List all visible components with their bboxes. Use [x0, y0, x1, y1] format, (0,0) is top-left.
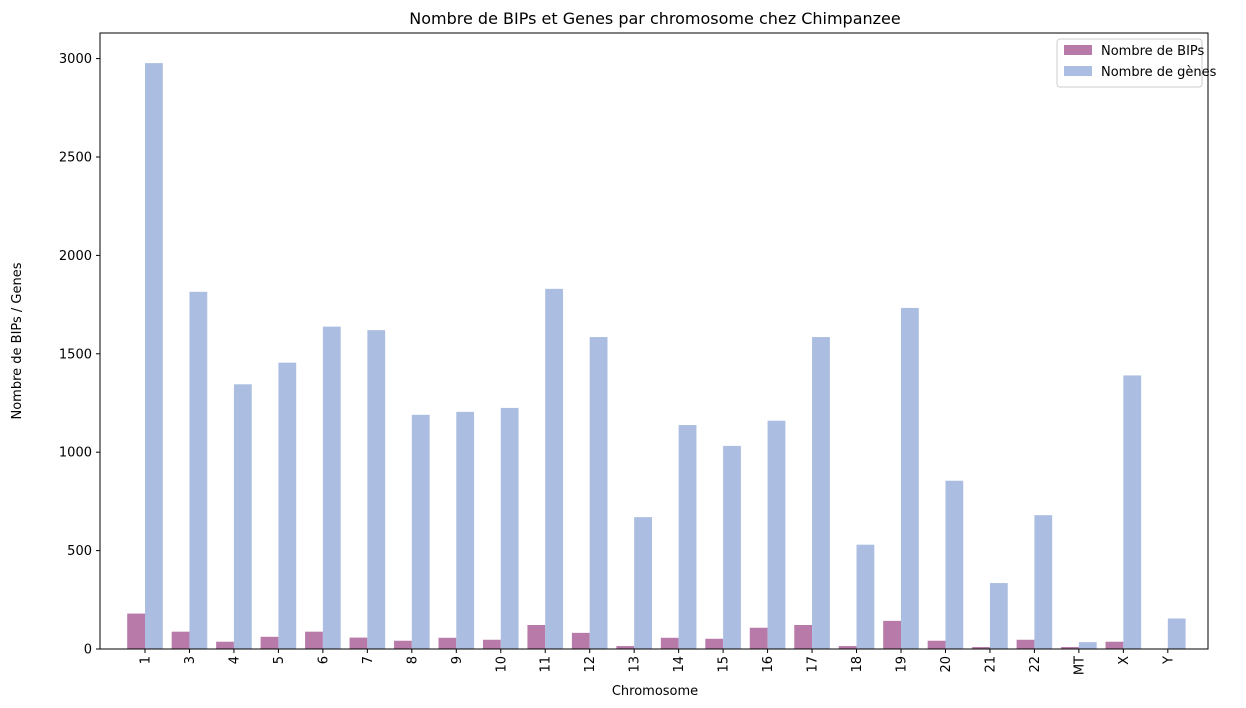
legend-swatch-genes: [1064, 66, 1092, 76]
bar-bips-5: [260, 636, 279, 649]
bar-genes-10: [500, 407, 519, 649]
bar-bips-1: [127, 613, 145, 649]
bar-bips-13: [616, 646, 635, 649]
x-tick-label: 6: [316, 656, 331, 664]
bar-bips-21: [972, 647, 990, 649]
x-tick-label: 9: [450, 656, 465, 664]
bar-bips-MT: [1061, 647, 1079, 649]
bar-bips-10: [482, 639, 501, 649]
x-tick-label: 22: [1028, 656, 1043, 673]
x-tick-label: 18: [850, 656, 865, 673]
bar-genes-MT: [1078, 642, 1097, 649]
bar-genes-19: [900, 307, 919, 649]
bar-bips-7: [349, 637, 368, 649]
legend-swatch-bips: [1064, 45, 1092, 55]
bar-bips-4: [216, 641, 234, 649]
bar-genes-X: [1123, 375, 1142, 649]
x-tick-label: 19: [894, 656, 909, 673]
y-ticks: 0 500 1000 1500 2000 2500 3000: [59, 52, 100, 658]
legend-label-bips: Nombre de BIPs: [1101, 44, 1205, 59]
legend-box: [1056, 38, 1203, 88]
y-tick-label: 1500: [59, 347, 92, 362]
bar-bips-20: [927, 640, 946, 649]
bar-genes-9: [456, 411, 475, 649]
x-tick-label: 20: [939, 656, 954, 673]
x-tick-label: 16: [761, 656, 776, 673]
bar-bips-11: [527, 624, 546, 649]
bar-genes-6: [322, 326, 341, 649]
bar-genes-8: [411, 414, 430, 649]
y-tick-label: 3000: [59, 52, 92, 67]
bar-genes-14: [678, 425, 697, 649]
axes-layer: [99, 32, 1209, 650]
x-tick-label: X: [1117, 656, 1132, 665]
x-axis-label: Chromosome: [612, 684, 698, 699]
bar-genes-1: [145, 63, 163, 650]
plot-frame: [99, 32, 1209, 650]
bar-bips-17: [794, 624, 813, 649]
bar-bips-19: [883, 620, 901, 649]
bar-genes-12: [589, 337, 608, 649]
x-tick-label: 14: [672, 656, 687, 673]
x-tick-label: 1: [139, 656, 154, 664]
bar-bips-22: [1016, 639, 1035, 649]
bar-bips-14: [660, 637, 679, 649]
y-tick-label: 2500: [59, 150, 92, 165]
x-tick-label: 10: [494, 656, 509, 673]
bar-bips-3: [171, 631, 190, 649]
y-tick-label: 2000: [59, 249, 92, 264]
bar-genes-17: [812, 337, 830, 649]
bar-bips-15: [705, 638, 724, 649]
x-tick-label: MT: [1072, 656, 1087, 675]
y-axis-label: Nombre de BIPs / Genes: [10, 262, 25, 419]
x-tick-label: 21: [983, 656, 998, 673]
bar-genes-20: [945, 480, 964, 649]
legend: Nombre de BIPs Nombre de gènes: [1056, 38, 1217, 88]
x-tick-label: 13: [628, 656, 643, 673]
bar-bips-16: [749, 627, 768, 649]
bar-genes-13: [634, 517, 652, 649]
x-tick-label: 11: [539, 656, 554, 673]
y-tick-label: 1000: [59, 446, 92, 461]
x-tick-label: Y: [1161, 656, 1176, 665]
legend-label-genes: Nombre de gènes: [1101, 65, 1217, 80]
y-tick-label: 500: [67, 544, 92, 559]
bar-genes-22: [1034, 515, 1053, 649]
bars-layer: [127, 63, 1186, 650]
y-tick-label: 0: [84, 643, 92, 658]
x-tick-label: 15: [717, 656, 732, 673]
bar-genes-3: [189, 291, 208, 649]
bar-genes-18: [856, 544, 875, 649]
bar-genes-Y: [1167, 618, 1186, 649]
bar-genes-7: [367, 330, 386, 649]
bar-genes-4: [233, 384, 252, 649]
x-tick-label: 7: [361, 656, 376, 664]
bar-genes-11: [545, 288, 564, 649]
bar-bips-18: [838, 646, 857, 649]
x-tick-label: 4: [227, 656, 242, 664]
bar-bips-8: [394, 640, 412, 649]
bar-genes-21: [989, 583, 1008, 649]
bar-genes-5: [278, 362, 297, 649]
x-tick-label: 12: [583, 656, 598, 673]
x-ticks: 1 3 4 5 6 7 8 9 10 11 12 13 14 15 16 17 18 19 20 21 22 MT X Y: [139, 649, 1176, 675]
x-tick-label: 3: [183, 656, 198, 664]
x-tick-label: 17: [806, 656, 821, 673]
chart-title: Nombre de BIPs et Genes par chromosome c…: [409, 9, 900, 28]
bar-bips-6: [305, 631, 323, 649]
bar-genes-16: [767, 420, 786, 649]
bar-bips-9: [438, 637, 457, 649]
x-tick-label: 8: [405, 656, 420, 664]
bar-bips-X: [1105, 641, 1124, 649]
x-tick-label: 5: [272, 656, 287, 664]
bar-bips-12: [571, 632, 590, 649]
bar-genes-15: [723, 445, 741, 649]
